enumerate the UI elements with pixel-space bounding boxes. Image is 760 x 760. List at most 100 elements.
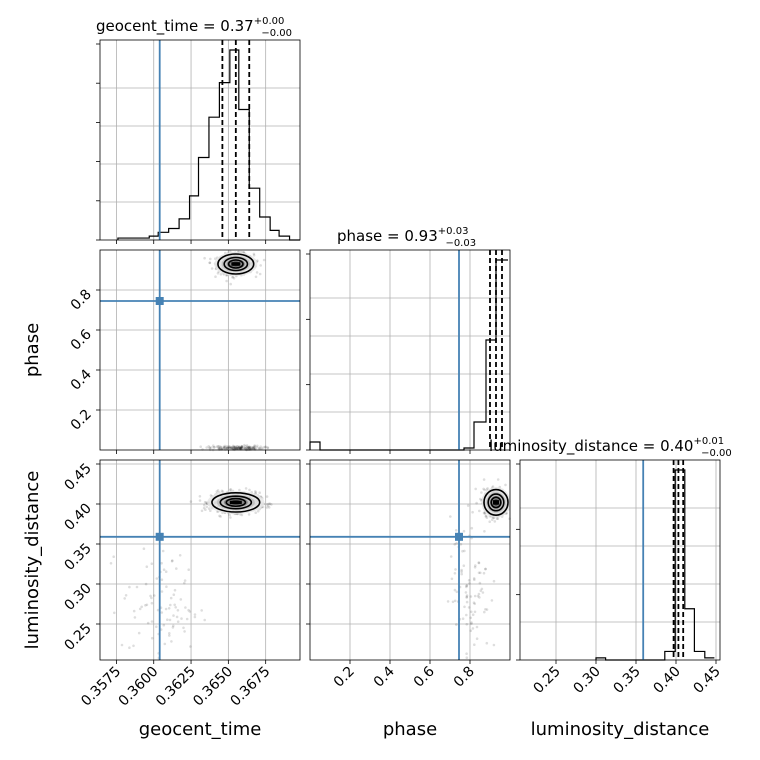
- sample-point: [479, 497, 482, 501]
- sample-point: [237, 446, 241, 450]
- sample-point: [150, 636, 154, 640]
- panel-phase-vs-geocent-time: [99, 249, 301, 452]
- sample-point: [232, 445, 236, 449]
- ylabel-phase: phase: [22, 323, 43, 377]
- sample-point: [267, 502, 271, 506]
- phase-x-tick-label: 0.4: [371, 663, 398, 690]
- sample-point: [491, 518, 494, 521]
- sample-point: [254, 447, 257, 450]
- sample-point: [465, 600, 469, 604]
- sample-point: [231, 444, 235, 448]
- sample-point: [471, 627, 475, 630]
- sample-point: [258, 491, 262, 495]
- panel-phase-hist: phase = 0.93+0.03 −0.03: [306, 226, 511, 451]
- sample-point: [173, 603, 176, 607]
- sample-point: [493, 520, 497, 523]
- sample-point: [461, 617, 465, 620]
- sample-point: [222, 447, 226, 450]
- luminosity-distance-x-tick-label: 0.35: [610, 664, 643, 697]
- sample-point: [240, 444, 243, 448]
- sample-point: [478, 509, 481, 513]
- sample-point: [237, 445, 241, 449]
- sample-point: [259, 445, 263, 449]
- sample-point: [162, 623, 166, 627]
- sample-point: [160, 611, 164, 614]
- sample-point: [216, 271, 220, 275]
- sample-point: [217, 444, 221, 448]
- sample-point: [183, 579, 187, 582]
- sample-point: [483, 530, 486, 533]
- sample-point: [460, 570, 463, 573]
- sample-point: [235, 445, 239, 448]
- sample-point: [161, 549, 165, 553]
- luminosity-distance-y-tick-label: 0.30: [61, 581, 94, 614]
- sample-point: [198, 499, 202, 502]
- sample-point: [449, 555, 453, 558]
- sample-point: [247, 446, 250, 449]
- sample-point: [168, 634, 171, 637]
- sample-point: [235, 447, 239, 450]
- sample-point: [252, 446, 255, 450]
- sample-point: [205, 505, 209, 509]
- sample-point: [473, 610, 477, 614]
- phase-y-tick-label: 0.6: [68, 326, 95, 353]
- sample-point: [215, 490, 219, 493]
- phase-y-tick-label: 0.4: [68, 366, 95, 393]
- sample-point: [223, 444, 227, 448]
- xlabel-geocent-time: geocent_time: [139, 719, 262, 740]
- title-geocent-time-label: geocent_time: [96, 17, 198, 36]
- sample-point: [256, 509, 260, 513]
- sample-point: [469, 629, 473, 632]
- sample-point: [120, 643, 124, 647]
- sample-point: [185, 617, 189, 621]
- sample-point: [455, 623, 458, 626]
- sample-point: [135, 585, 139, 589]
- sample-point: [248, 447, 252, 450]
- sample-point: [212, 444, 215, 448]
- sample-point: [253, 445, 257, 448]
- sample-point: [160, 578, 164, 581]
- geocent-time-x-tick-label: 0.3675: [228, 664, 274, 710]
- sample-point: [218, 514, 221, 518]
- histogram-steps: [117, 49, 300, 241]
- sample-point: [483, 610, 486, 614]
- sample-point: [149, 594, 152, 598]
- sample-point: [162, 568, 166, 571]
- sample-point: [228, 447, 232, 450]
- sample-point: [233, 445, 236, 449]
- title-luminosity-distance-median: 0.40: [660, 437, 693, 455]
- sample-point: [146, 621, 150, 625]
- panel-geocent-time-hist: geocent_time = 0.37+0.00 −0.00: [96, 16, 301, 241]
- sample-point: [189, 645, 192, 648]
- sample-point: [163, 642, 167, 646]
- luminosity-distance-y-tick-label: 0.35: [61, 541, 94, 574]
- sample-point: [252, 445, 255, 449]
- sample-point: [243, 443, 246, 447]
- sample-point: [144, 604, 147, 607]
- sample-point: [477, 571, 481, 575]
- sample-point: [170, 640, 173, 643]
- sample-point: [231, 275, 235, 279]
- sample-point: [484, 567, 487, 571]
- sample-point: [453, 572, 457, 575]
- sample-point: [168, 618, 172, 622]
- sample-point: [247, 513, 251, 516]
- sample-point: [473, 602, 477, 606]
- sample-point: [483, 488, 486, 492]
- sample-point: [249, 446, 252, 449]
- sample-point: [247, 447, 250, 450]
- sample-point: [150, 596, 153, 600]
- sample-point: [473, 578, 476, 581]
- sample-point: [247, 447, 251, 450]
- sample-point: [236, 447, 240, 451]
- sample-point: [205, 446, 208, 449]
- title-geocent-time-median: 0.37: [220, 17, 253, 35]
- sample-point: [175, 615, 179, 619]
- sample-point: [175, 567, 178, 570]
- luminosity-distance-y-tick-label: 0.40: [61, 501, 94, 534]
- sample-point: [255, 271, 259, 274]
- title-luminosity-distance: luminosity_distance = 0.40+0.01 −0.00: [489, 436, 732, 459]
- sample-point: [171, 626, 175, 629]
- sample-point: [171, 559, 174, 562]
- sample-point: [250, 445, 253, 449]
